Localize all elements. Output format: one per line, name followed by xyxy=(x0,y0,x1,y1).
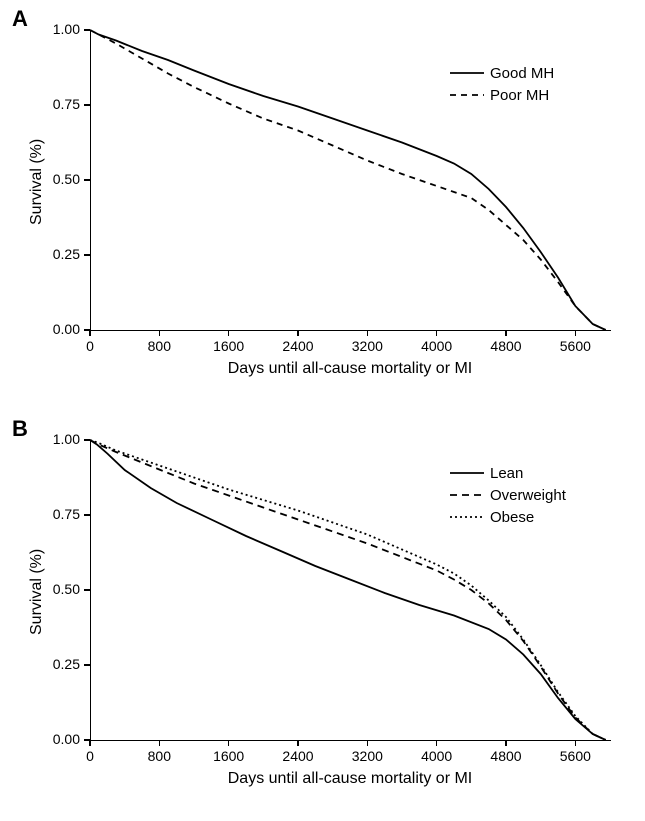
legend-item: Overweight xyxy=(450,484,566,506)
legend-item: Obese xyxy=(450,506,566,528)
panel-letter-a: A xyxy=(12,6,28,32)
xtick-label: 1600 xyxy=(209,748,249,764)
xtick-label: 5600 xyxy=(555,748,595,764)
ytick-label: 0.00 xyxy=(40,321,80,337)
legend-b: Lean Overweight Obese xyxy=(450,462,566,528)
xtick-label: 0 xyxy=(70,748,110,764)
legend-item: Lean xyxy=(450,462,566,484)
ytick-label: 0.75 xyxy=(40,96,80,112)
legend-label: Overweight xyxy=(490,487,566,504)
xtick-label: 0 xyxy=(70,338,110,354)
xtick xyxy=(297,740,299,746)
legend-swatch xyxy=(450,62,484,84)
legend-label: Good MH xyxy=(490,65,554,82)
xtick-label: 800 xyxy=(139,748,179,764)
panel-letter-b: B xyxy=(12,416,28,442)
ytick-label: 0.50 xyxy=(40,581,80,597)
legend-item: Poor MH xyxy=(450,84,554,106)
xtick xyxy=(228,740,230,746)
xtick xyxy=(159,740,161,746)
xtick xyxy=(159,330,161,336)
xtick xyxy=(575,330,577,336)
xtick xyxy=(436,330,438,336)
xtick-label: 3200 xyxy=(347,748,387,764)
xtick xyxy=(367,330,369,336)
legend-label: Obese xyxy=(490,509,534,526)
figure: A 0.00 0.25 0.50 0.75 1.00 0 800 1600 2400 3200 400… xyxy=(0,0,645,821)
xtick xyxy=(89,330,91,336)
legend-label: Lean xyxy=(490,465,523,482)
xtick-label: 4800 xyxy=(486,338,526,354)
xtick-label: 4000 xyxy=(417,338,457,354)
xtick xyxy=(505,740,507,746)
y-axis-title: Survival (%) xyxy=(28,139,46,225)
ytick-label: 1.00 xyxy=(40,21,80,37)
xtick xyxy=(297,330,299,336)
ytick-label: 0.75 xyxy=(40,506,80,522)
xtick xyxy=(505,330,507,336)
legend-a: Good MH Poor MH xyxy=(450,62,554,106)
xtick-label: 4000 xyxy=(417,748,457,764)
xtick xyxy=(367,740,369,746)
xtick-label: 2400 xyxy=(278,748,318,764)
legend-label: Poor MH xyxy=(490,87,549,104)
y-axis-title: Survival (%) xyxy=(28,549,46,635)
xtick xyxy=(228,330,230,336)
x-axis-title: Days until all-cause mortality or MI xyxy=(90,360,610,378)
legend-item: Good MH xyxy=(450,62,554,84)
xtick-label: 5600 xyxy=(555,338,595,354)
xtick-label: 1600 xyxy=(209,338,249,354)
legend-swatch xyxy=(450,506,484,528)
legend-swatch xyxy=(450,84,484,106)
ytick-label: 0.50 xyxy=(40,171,80,187)
ytick-label: 0.25 xyxy=(40,246,80,262)
xtick-label: 2400 xyxy=(278,338,318,354)
ytick-label: 1.00 xyxy=(40,431,80,447)
xtick-label: 800 xyxy=(139,338,179,354)
xtick xyxy=(436,740,438,746)
legend-swatch xyxy=(450,484,484,506)
legend-swatch xyxy=(450,462,484,484)
ytick-label: 0.00 xyxy=(40,731,80,747)
xtick xyxy=(575,740,577,746)
ytick-label: 0.25 xyxy=(40,656,80,672)
xtick-label: 4800 xyxy=(486,748,526,764)
xtick xyxy=(89,740,91,746)
x-axis-title: Days until all-cause mortality or MI xyxy=(90,770,610,788)
xtick-label: 3200 xyxy=(347,338,387,354)
